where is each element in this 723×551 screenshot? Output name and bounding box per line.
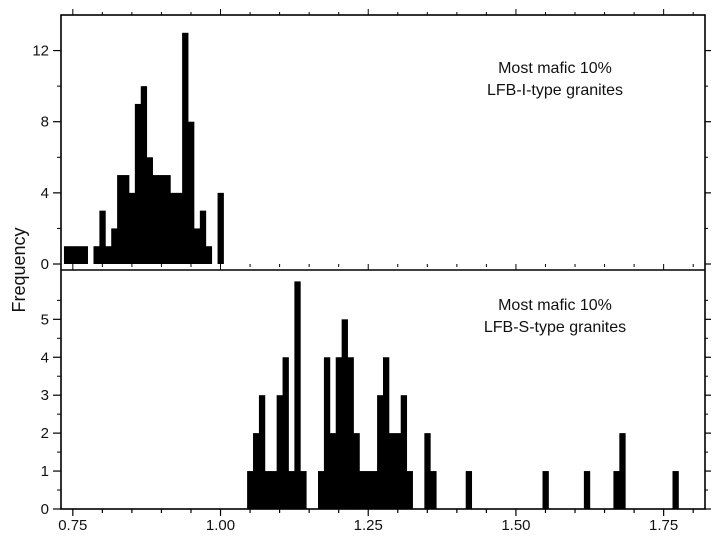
- histogram-bar: [353, 433, 360, 509]
- histogram-bar: [176, 192, 183, 264]
- histogram-bar: [117, 175, 124, 264]
- histogram-bar: [542, 471, 549, 509]
- y-tick-label: 4: [41, 185, 49, 202]
- panel-annotation: Most mafic 10%: [498, 297, 612, 314]
- histogram-bar: [193, 228, 201, 264]
- y-tick-label: 4: [41, 349, 49, 366]
- x-tick-label: 0.75: [58, 517, 87, 534]
- histogram-bar: [294, 281, 301, 509]
- histogram-bar: [63, 246, 71, 264]
- histogram-bar: [359, 471, 366, 509]
- panel-annotation: LFB-I-type granites: [487, 82, 623, 99]
- histogram-bar: [123, 175, 130, 264]
- histogram-bar: [323, 357, 331, 509]
- histogram-bar: [81, 246, 88, 264]
- y-tick-label: 12: [32, 43, 49, 60]
- y-tick-label: 3: [41, 387, 49, 404]
- histogram-bar: [264, 471, 272, 509]
- histogram-bar: [99, 210, 106, 264]
- histogram-bar: [388, 433, 396, 509]
- histogram-bar: [69, 246, 77, 264]
- histogram-bar: [672, 471, 679, 509]
- y-tick-label: 2: [41, 425, 49, 442]
- histogram-bar: [75, 246, 83, 264]
- histogram-bar: [188, 121, 195, 264]
- histogram-bar: [158, 175, 165, 264]
- histogram-bar: [140, 86, 148, 265]
- histogram-bar: [465, 471, 473, 509]
- histogram-bar: [583, 471, 591, 509]
- histogram-bar: [365, 471, 372, 509]
- histogram-bar: [105, 246, 112, 264]
- x-tick-label: 1.25: [354, 517, 383, 534]
- histogram-bar: [111, 228, 118, 264]
- histogram-bar: [430, 471, 437, 509]
- histogram-bar: [406, 471, 413, 509]
- histogram-bar: [371, 471, 378, 509]
- histogram-bar: [282, 357, 289, 509]
- x-tick-label: 1.00: [206, 517, 235, 534]
- bars-layer: [63, 32, 679, 509]
- histogram-bar: [146, 157, 153, 264]
- histogram-bar: [377, 395, 384, 509]
- histogram-bar: [247, 471, 254, 509]
- histogram-bar: [182, 32, 189, 265]
- y-tick-label: 1: [41, 463, 49, 480]
- x-tick-label: 1.75: [649, 517, 678, 534]
- histogram-bar: [258, 395, 266, 509]
- histogram-bar: [93, 246, 100, 264]
- histogram-bar: [152, 175, 159, 264]
- histogram-bar: [424, 433, 431, 509]
- histogram-bar: [164, 175, 171, 264]
- histogram-bar: [288, 471, 295, 509]
- y-tick-label: 0: [41, 501, 49, 518]
- plot-frame: [60, 14, 706, 510]
- y-tick-label: 0: [41, 256, 49, 273]
- histogram-bar: [276, 395, 283, 509]
- histogram-bar: [318, 471, 325, 509]
- histogram-bar: [270, 471, 278, 509]
- histogram-bar: [613, 471, 620, 509]
- histogram-bar: [205, 246, 213, 264]
- y-tick-label: 8: [41, 114, 49, 131]
- histogram-bar: [335, 357, 343, 509]
- histogram-bar: [300, 471, 307, 509]
- panel-annotation: Most mafic 10%: [498, 60, 612, 77]
- y-axis-label: Frequency: [9, 227, 29, 312]
- histogram-bar: [253, 433, 260, 509]
- histogram-bar: [341, 319, 348, 509]
- panel-annotation: LFB-S-type granites: [484, 319, 626, 336]
- x-tick-label: 1.50: [501, 517, 530, 534]
- histogram-bar: [619, 433, 626, 509]
- histogram-bar: [128, 192, 136, 264]
- histogram-bar: [134, 103, 142, 264]
- histogram-bar: [329, 433, 337, 509]
- histogram-bar: [383, 357, 390, 509]
- histogram-bar: [394, 433, 402, 509]
- y-tick-label: 5: [41, 311, 49, 328]
- histogram-bar: [400, 395, 408, 509]
- histogram-bar: [199, 210, 207, 264]
- histogram-bar: [170, 192, 177, 264]
- histogram-bar: [347, 357, 354, 509]
- histogram-bar: [217, 192, 224, 264]
